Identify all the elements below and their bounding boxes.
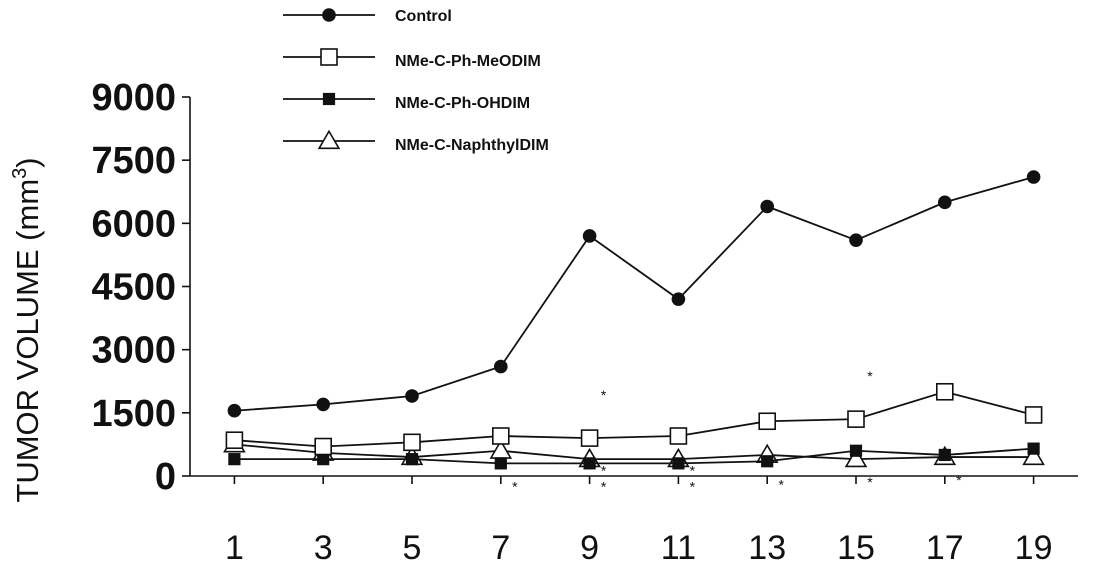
series-control xyxy=(227,170,1041,418)
series-line xyxy=(234,447,1034,465)
significance-markers: ****** *** * xyxy=(512,368,962,494)
x-tick-label: 17 xyxy=(926,529,964,567)
y-tick-label: 6000 xyxy=(91,203,176,245)
data-point xyxy=(849,233,863,247)
data-point xyxy=(935,382,954,401)
legend: Control NMe-C-Ph-MeODIM NMe-C-Ph-OHDIM NMe-… xyxy=(283,8,549,154)
x-tick-label: 13 xyxy=(748,529,786,567)
data-point xyxy=(1024,406,1043,424)
data-point xyxy=(671,292,686,306)
legend-marker xyxy=(322,92,336,106)
data-point xyxy=(494,359,508,374)
significance-asterisk: * xyxy=(867,368,873,384)
series-nme-c-ph-ohdim xyxy=(228,442,1040,470)
data-point xyxy=(844,447,868,468)
data-point xyxy=(491,427,510,445)
legend-label: NMe-C-Ph-MeODIM xyxy=(395,53,541,70)
x-tick-label: 11 xyxy=(661,529,696,567)
x-tick-label: 5 xyxy=(403,529,422,567)
series-nme-c-ph-meodim xyxy=(225,382,1043,456)
y-tick-label: 4500 xyxy=(91,267,176,309)
legend-item: NMe-C-Ph-MeODIM xyxy=(283,48,541,70)
data-point xyxy=(847,410,865,428)
data-point xyxy=(225,431,244,450)
legend-label: Control xyxy=(395,8,452,25)
data-point xyxy=(314,437,333,456)
x-tick-label: 9 xyxy=(580,529,599,567)
data-point xyxy=(938,195,952,210)
y-axis-ticks: 0 1500 3000 4500 6000 7500 9000 xyxy=(91,77,190,498)
legend-marker xyxy=(317,129,341,150)
significance-asterisk: * xyxy=(956,472,962,488)
data-point xyxy=(405,389,419,403)
x-tick-label: 15 xyxy=(837,529,875,567)
data-point xyxy=(580,429,599,447)
y-tick-label: 1500 xyxy=(91,393,176,435)
series-line xyxy=(234,443,1034,461)
data-point xyxy=(403,433,421,452)
data-point xyxy=(405,453,419,466)
legend-item: NMe-C-NaphthylDIM xyxy=(283,129,549,154)
significance-asterisk: * xyxy=(778,476,784,492)
legend-label: NMe-C-Ph-OHDIM xyxy=(395,95,530,112)
legend-marker xyxy=(320,48,338,66)
x-tick-label: 3 xyxy=(314,529,333,567)
data-point xyxy=(316,397,331,412)
data-point xyxy=(227,403,242,418)
significance-asterisk: * xyxy=(690,462,696,478)
y-tick-label: 9000 xyxy=(91,77,176,119)
x-axis-ticks: 1 3 5 7 9 11 13 15 17 19 xyxy=(225,476,1053,567)
data-point xyxy=(494,457,507,470)
y-axis-title: TUMOR VOLUME (mm3) xyxy=(9,157,45,502)
x-tick-label: 19 xyxy=(1015,529,1053,567)
data-point xyxy=(761,455,774,468)
legend-item: Control xyxy=(283,8,452,25)
series-nme-c-naphthyldim xyxy=(223,433,1045,468)
significance-asterisk: * xyxy=(601,387,607,403)
y-tick-label: 3000 xyxy=(91,330,176,372)
data-point xyxy=(583,457,596,470)
data-point xyxy=(1026,170,1041,184)
data-point xyxy=(758,412,777,431)
significance-asterisk: * xyxy=(867,474,873,490)
data-point xyxy=(1022,445,1045,466)
data-point xyxy=(1027,442,1040,455)
series-line xyxy=(234,176,1034,412)
legend-marker xyxy=(322,8,336,22)
legend-item: NMe-C-Ph-OHDIM xyxy=(283,92,530,112)
y-tick-label: 0 xyxy=(155,456,176,498)
y-tick-label: 7500 xyxy=(91,140,176,182)
data-point xyxy=(669,427,688,445)
x-tick-label: 7 xyxy=(491,529,510,567)
significance-asterisk: * xyxy=(512,478,518,494)
significance-asterisk: * xyxy=(690,478,696,494)
significance-asterisk: * xyxy=(601,462,607,478)
data-point xyxy=(582,229,597,243)
series-layer xyxy=(223,170,1045,470)
data-point xyxy=(849,444,863,457)
data-point xyxy=(938,448,951,462)
data-point xyxy=(760,199,775,214)
x-tick-label: 1 xyxy=(225,529,244,567)
significance-asterisk: * xyxy=(601,478,607,494)
data-point xyxy=(228,453,241,466)
data-point xyxy=(672,457,685,470)
series-line xyxy=(234,390,1034,448)
legend-label: NMe-C-NaphthylDIM xyxy=(395,137,549,154)
